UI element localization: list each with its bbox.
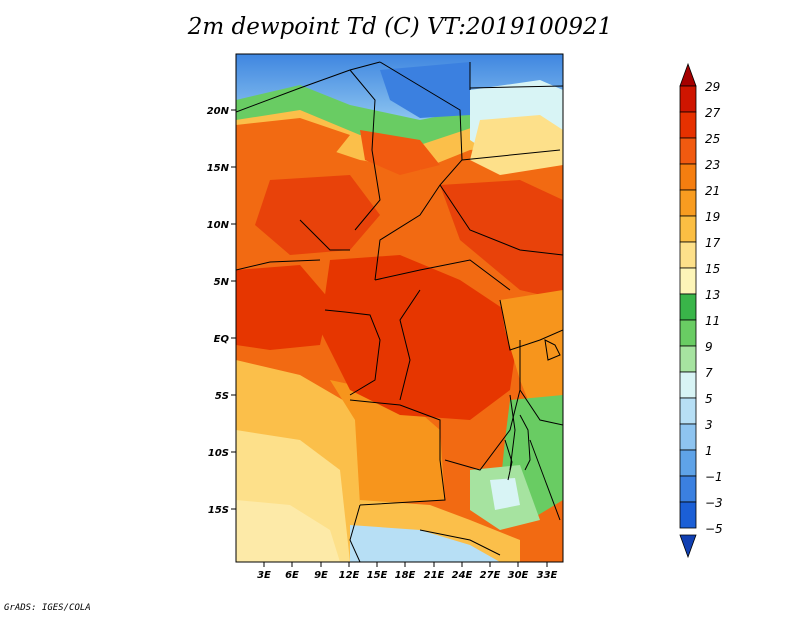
colorbar-label: 7 [705, 366, 713, 380]
lake-outlines [504, 339, 561, 481]
colorbar-label: 3 [705, 418, 713, 432]
lon-label: 18E [395, 570, 416, 581]
colorbar-top-triangle [679, 62, 697, 87]
colorbar-label: 15 [705, 262, 720, 276]
map-title: 2m dewpoint Td (C) VT:2019100921 [187, 14, 613, 40]
lat-label: 5N [214, 277, 230, 288]
colorbar-swatch [679, 163, 697, 191]
colorbar-swatch [679, 189, 697, 217]
colorbar-bottom-triangle [679, 534, 697, 559]
colorbar-swatch [679, 397, 697, 425]
lat-label: 5S [215, 391, 229, 402]
lat-label: 10S [208, 448, 229, 459]
colorbar-label: 13 [705, 288, 720, 302]
colorbar-label: 23 [705, 158, 720, 172]
credit-text: GrADS: IGES/COLA [4, 603, 91, 613]
lon-label: 9E [314, 570, 328, 581]
lon-label: 21E [424, 570, 445, 581]
colorbar-label: 25 [705, 132, 720, 146]
colorbar-label: 21 [705, 184, 720, 198]
lon-label: 27E [480, 570, 501, 581]
dewpoint-field [236, 54, 563, 562]
lat-label: 20N [207, 106, 230, 117]
lon-label: 33E [537, 570, 558, 581]
colorbar-label: 17 [705, 236, 721, 250]
lat-label: 15S [208, 505, 229, 516]
lon-label: 15E [367, 570, 388, 581]
lat-label: 10N [207, 220, 230, 231]
colorbar-swatch [679, 501, 697, 529]
longitude-axis: 3E 6E 9E 12E 15E 18E 21E 24E 27E 30E 33E [257, 562, 558, 581]
colorbar-swatch [679, 293, 697, 321]
colorbar-label: 19 [705, 210, 720, 224]
latitude-axis: 20N 15N 10N 5N EQ 5S 10S 15S [207, 106, 236, 516]
colorbar-swatch [679, 475, 697, 503]
colorbar-swatch [679, 449, 697, 477]
colorbar-swatch [679, 345, 697, 373]
colorbar-label: 5 [705, 392, 713, 406]
lon-label: 12E [339, 570, 360, 581]
lon-label: 24E [452, 570, 473, 581]
map-frame [235, 53, 564, 563]
colorbar: 29 27 25 23 21 19 17 15 13 11 9 7 5 3 1 … [679, 62, 723, 559]
lon-label: 3E [257, 570, 271, 581]
lon-label: 6E [285, 570, 299, 581]
colorbar-swatch [679, 137, 697, 165]
colorbar-swatch [679, 85, 697, 113]
colorbar-label: 27 [705, 106, 721, 120]
country-borders [236, 61, 563, 562]
colorbar-swatch [679, 215, 697, 243]
colorbar-swatch [679, 423, 697, 451]
colorbar-label: 29 [705, 80, 720, 94]
lon-label: 30E [508, 570, 529, 581]
colorbar-swatch [679, 241, 697, 269]
lat-label: 15N [207, 163, 230, 174]
colorbar-swatch [679, 267, 697, 295]
lat-label: EQ [214, 334, 230, 345]
colorbar-label: 11 [705, 314, 720, 328]
colorbar-label: −5 [705, 522, 723, 536]
colorbar-swatch [679, 371, 697, 399]
colorbar-swatch [679, 111, 697, 139]
colorbar-label: 9 [705, 340, 713, 354]
colorbar-label: −3 [705, 496, 723, 510]
colorbar-label: 1 [705, 444, 713, 458]
colorbar-label: −1 [705, 470, 723, 484]
colorbar-swatch [679, 319, 697, 347]
